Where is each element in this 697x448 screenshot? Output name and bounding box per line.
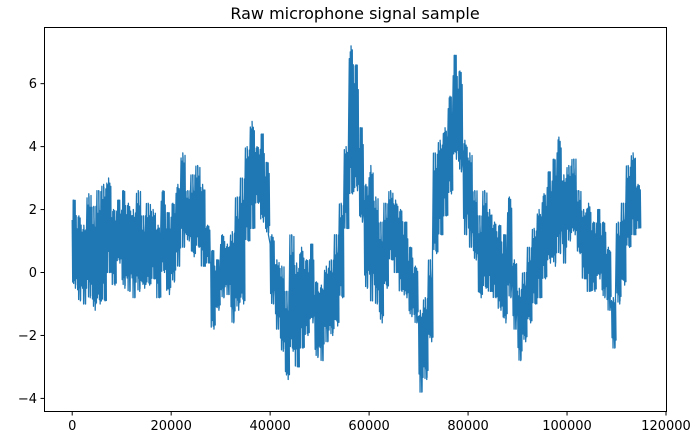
y-tick-label: 2: [29, 203, 37, 218]
axes: 0 20000 40000 60000 80000 100000 120000 −4 −2 0 2 4…: [18, 27, 691, 434]
x-tick-label: 80000: [447, 419, 488, 434]
y-tick-label: 6: [29, 77, 37, 92]
chart-title: Raw microphone signal sample: [230, 4, 479, 23]
y-tick-label: −2: [18, 329, 37, 344]
plot-frame: [44, 27, 667, 412]
x-tick-label: 100000: [542, 419, 592, 434]
x-tick-label: 20000: [150, 419, 191, 434]
y-tick-label: 0: [29, 266, 37, 281]
y-tick-label: −4: [18, 392, 37, 407]
x-tick-label: 120000: [641, 419, 691, 434]
y-tick-label: 4: [29, 140, 37, 155]
x-tick-label: 40000: [249, 419, 290, 434]
x-tick-label: 0: [68, 419, 76, 434]
x-tick-label: 60000: [348, 419, 389, 434]
plot-area: [71, 45, 642, 393]
series-line: [71, 45, 642, 393]
